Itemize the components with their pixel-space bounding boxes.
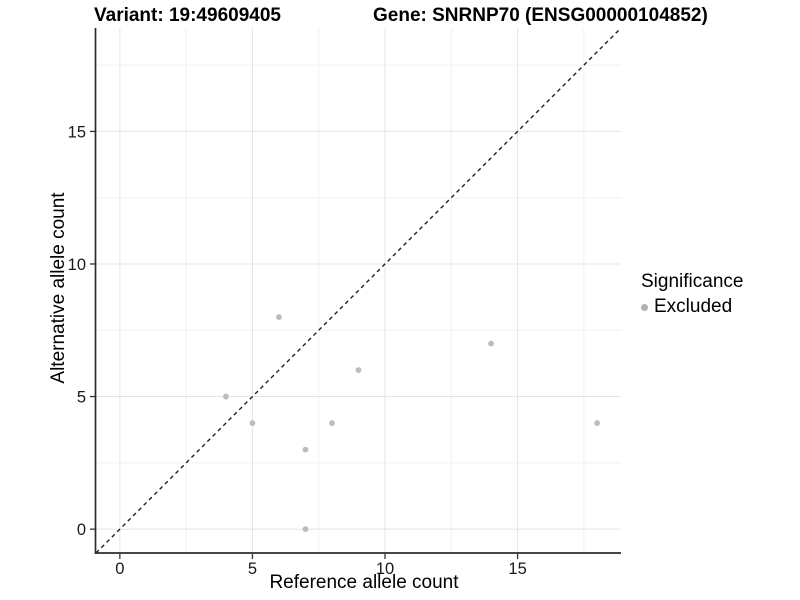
y-tick-label: 10 [68, 256, 86, 274]
y-tick-label: 5 [77, 389, 86, 407]
legend-entry-label: Excluded [654, 296, 733, 317]
y-axis-title: Alternative allele count [48, 192, 69, 384]
y-tick-label: 0 [77, 521, 86, 539]
legend-entry: Excluded [641, 296, 743, 318]
data-point [276, 314, 282, 320]
data-point [302, 446, 309, 453]
identity-dashed-line [95, 27, 622, 554]
data-point [329, 420, 335, 426]
x-axis-title: Reference allele count [269, 572, 459, 593]
legend: Significance Excluded [641, 271, 743, 318]
data-point [302, 526, 309, 533]
x-tick-label: 0 [115, 560, 124, 578]
data-point [355, 367, 362, 373]
x-tick-label: 5 [248, 560, 257, 578]
data-point [223, 393, 229, 400]
x-tick-label: 15 [508, 560, 526, 578]
gene-title: Gene: SNRNP70 (ENSG00000104852) [373, 5, 708, 26]
x-tick-label: 10 [376, 560, 394, 578]
variant-title: Variant: 19:49609405 [94, 5, 281, 26]
data-point [594, 420, 601, 426]
data-point [249, 420, 256, 426]
legend-title: Significance [641, 271, 744, 292]
legend-point-icon [641, 303, 648, 311]
y-tick-label: 15 [68, 123, 86, 141]
data-point [488, 340, 494, 347]
